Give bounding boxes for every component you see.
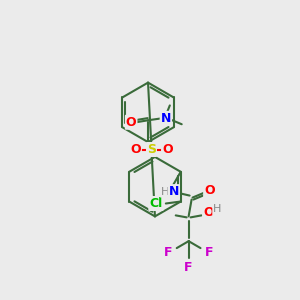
- Text: F: F: [164, 245, 172, 259]
- Text: O: O: [126, 116, 136, 129]
- Text: F: F: [184, 261, 193, 274]
- Text: H: H: [213, 204, 221, 214]
- Text: O: O: [204, 184, 215, 197]
- Text: O: O: [130, 143, 141, 156]
- Text: Cl: Cl: [149, 197, 163, 210]
- Text: F: F: [205, 245, 214, 259]
- Text: H: H: [161, 187, 169, 196]
- Text: N: N: [161, 112, 171, 125]
- Text: O: O: [162, 143, 173, 156]
- Text: O: O: [203, 206, 214, 219]
- Text: S: S: [147, 143, 156, 156]
- Text: N: N: [169, 185, 179, 198]
